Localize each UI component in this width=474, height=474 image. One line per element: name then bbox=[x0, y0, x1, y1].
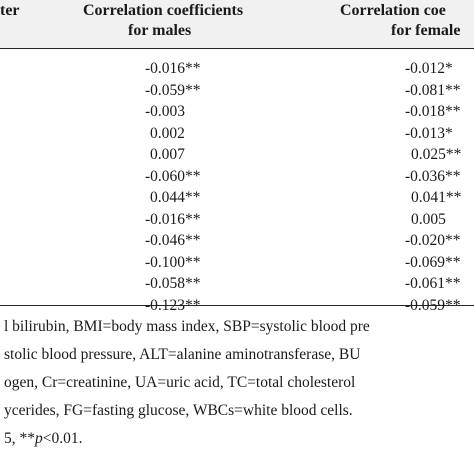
cell-male-coefficient: -0.016** bbox=[145, 210, 201, 228]
footnote-line-1: l bilirubin, BMI=body mass index, SBP=sy… bbox=[4, 318, 370, 335]
header-parameter-fragment: ter bbox=[0, 2, 20, 19]
footnote-significance-suffix: <0.01. bbox=[42, 430, 83, 447]
cell-male-coefficient: -0.060** bbox=[145, 167, 201, 185]
cell-male-coefficient: -0.100** bbox=[145, 253, 201, 271]
footnote-line-4: ycerides, FG=fasting glucose, WBCs=white… bbox=[4, 402, 353, 419]
cell-female-coefficient: -0.012* bbox=[405, 60, 453, 77]
footnote-significance-prefix: 5, ** bbox=[4, 430, 35, 447]
bottom-rule bbox=[0, 305, 474, 307]
cell-male-coefficient: 0.044** bbox=[150, 189, 201, 206]
footnote-line-5: 5, **p<0.01. bbox=[4, 430, 83, 448]
cell-male-coefficient: -0.046** bbox=[145, 232, 201, 249]
header-males-line1: Correlation coefficients bbox=[83, 2, 244, 19]
cell-female-coefficient: -0.020** bbox=[405, 232, 461, 249]
cell-female-coefficient: -0.018** bbox=[405, 103, 461, 120]
cell-male-coefficient: 0.007 bbox=[150, 146, 185, 163]
footnote-line-3: ogen, Cr=creatinine, UA=uric acid, TC=to… bbox=[4, 374, 356, 391]
header-females-line2: for female bbox=[391, 22, 461, 39]
cell-male-coefficient: -0.016** bbox=[145, 60, 201, 77]
cell-male-coefficient: -0.003 bbox=[145, 103, 186, 120]
header-males-line2: for males bbox=[128, 22, 192, 39]
header-females-line1: Correlation coe bbox=[340, 2, 446, 19]
cell-female-coefficient: 0.041** bbox=[411, 189, 462, 206]
cell-male-coefficient: -0.059** bbox=[145, 81, 201, 99]
cell-male-coefficient: 0.002 bbox=[150, 124, 185, 142]
cell-female-coefficient: -0.013* bbox=[405, 124, 453, 142]
cell-female-coefficient: -0.061** bbox=[405, 275, 461, 292]
cell-female-coefficient: -0.069** bbox=[405, 253, 461, 271]
footnote-p-symbol: p bbox=[35, 430, 43, 447]
cell-male-coefficient: -0.058** bbox=[145, 275, 201, 292]
footnote-line-2: stolic blood pressure, ALT=alanine amino… bbox=[4, 346, 361, 363]
cell-female-coefficient: 0.005 bbox=[411, 210, 446, 228]
cell-female-coefficient: -0.081** bbox=[405, 81, 461, 99]
header-band bbox=[0, 0, 474, 48]
cell-female-coefficient: -0.036** bbox=[405, 167, 461, 185]
header-rule bbox=[0, 48, 474, 50]
cell-female-coefficient: 0.025** bbox=[411, 146, 462, 163]
